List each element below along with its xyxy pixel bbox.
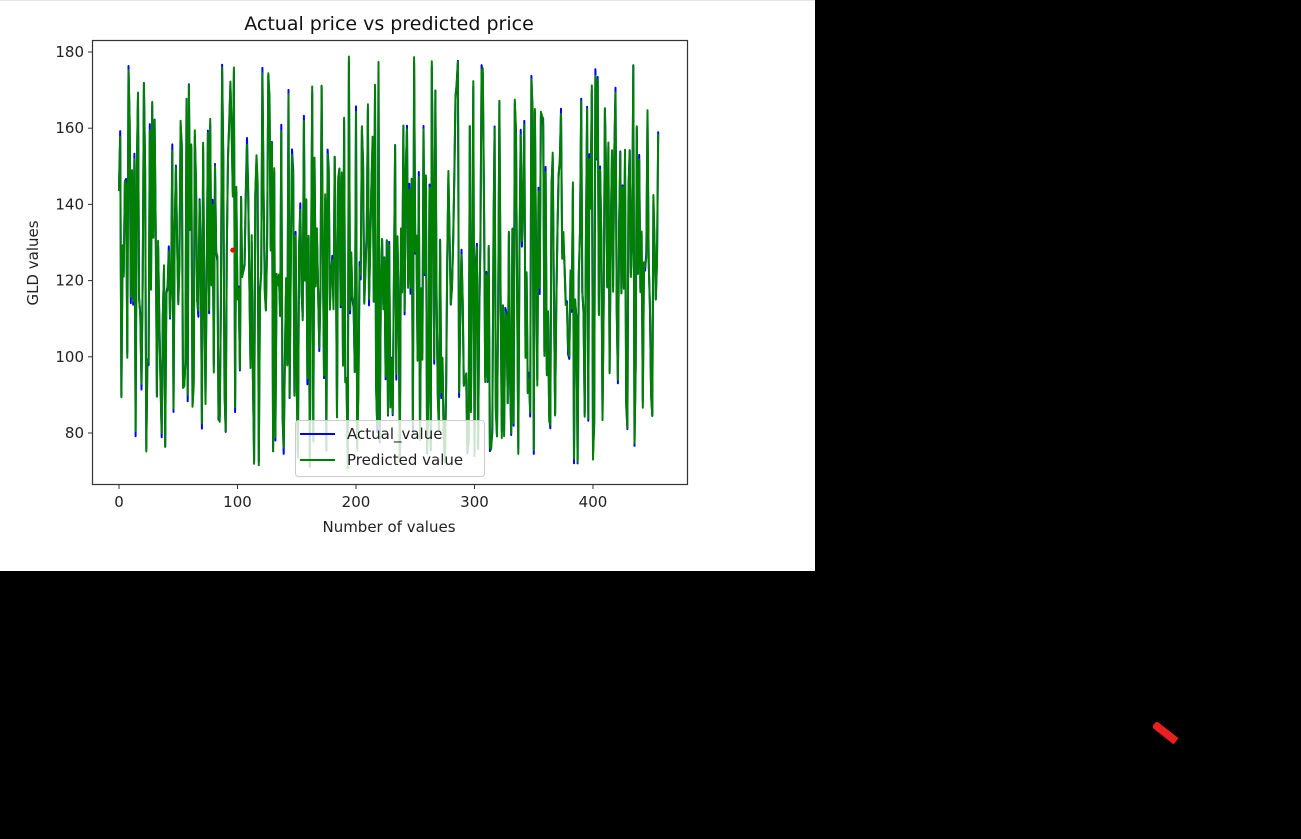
cursor-pointer-icon [1151, 720, 1179, 745]
legend-label-actual: Actual_value [347, 425, 442, 444]
y-tick-label: 100 [55, 348, 84, 366]
y-tick-label: 140 [55, 195, 84, 213]
x-tick-label: 100 [223, 493, 252, 511]
y-tick-label: 120 [55, 272, 84, 290]
y-axis-label: GLD values [24, 220, 42, 305]
axes-frame [91, 39, 689, 486]
y-tick-label: 180 [55, 43, 84, 61]
legend-label-predicted: Predicted value [347, 451, 463, 469]
y-axis: 80 100 120 140 160 180 [55, 43, 93, 442]
x-tick-label: 0 [114, 493, 124, 511]
x-axis: 0 100 200 300 400 [114, 484, 608, 511]
x-tick-label: 200 [342, 493, 371, 511]
chart-canvas: Actual price vs predicted price 80 100 120… [24, 13, 689, 536]
y-tick-label: 160 [55, 119, 84, 137]
chart-figure: Actual price vs predicted price 80 100 120… [0, 0, 815, 571]
y-tick-label: 80 [65, 424, 84, 442]
legend-box [295, 420, 485, 477]
x-tick-label: 400 [579, 493, 608, 511]
x-tick-label: 300 [460, 493, 489, 511]
x-axis-label: Number of values [322, 518, 455, 536]
predicted-value-line [118, 55, 660, 470]
chart-title: Actual price vs predicted price [244, 13, 534, 35]
plot-area [118, 55, 660, 470]
legend: Actual_value Predicted value [295, 420, 485, 477]
annotation-point [230, 247, 236, 253]
